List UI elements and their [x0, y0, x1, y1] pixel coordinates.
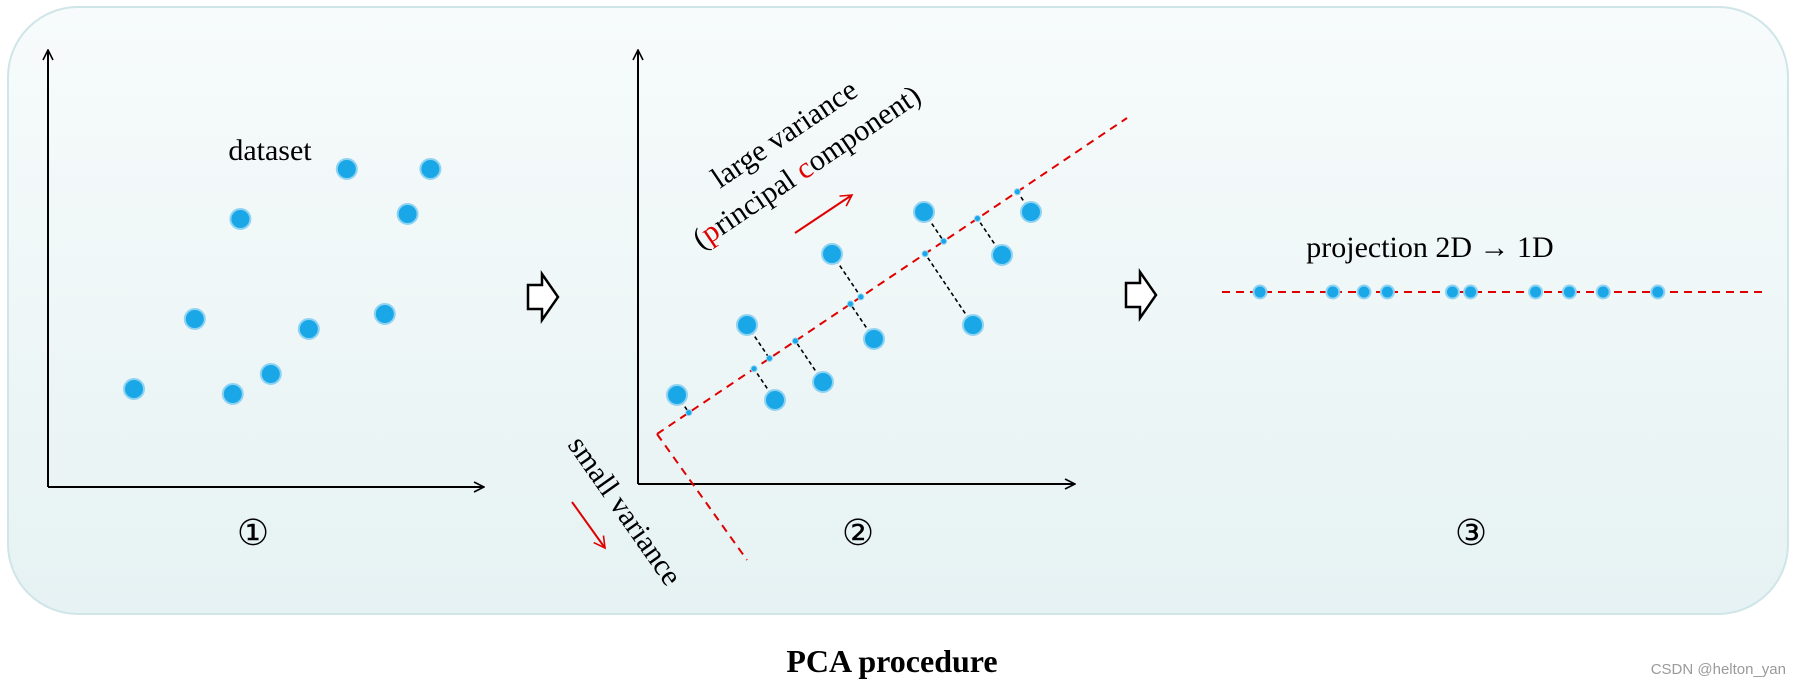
data-point [764, 389, 786, 411]
projected-point [857, 293, 865, 301]
figure-title: PCA procedure [786, 643, 997, 679]
projected-point [846, 300, 854, 308]
panel-3-label: projection 2D → 1D [1306, 231, 1553, 264]
data-point [229, 208, 252, 230]
data-point [991, 244, 1013, 266]
data-point [666, 384, 688, 406]
projected-point [940, 237, 948, 245]
projected-point [1252, 284, 1268, 300]
data-point [419, 158, 442, 180]
panel-1-step-number: ① [237, 513, 269, 553]
data-point [1020, 201, 1042, 223]
watermark: CSDN @helton_yan [1651, 661, 1786, 678]
projection-line [923, 211, 945, 242]
projected-point [1013, 188, 1021, 196]
data-point [913, 201, 935, 223]
data-point [297, 318, 320, 340]
projection-line [924, 253, 974, 326]
data-point [259, 363, 282, 385]
data-point [335, 158, 358, 180]
panel-2-points [666, 188, 1042, 417]
projected-point [1650, 284, 1666, 300]
large-variance-arrow-icon [794, 194, 854, 234]
panel-2-step-number: ② [842, 513, 874, 553]
data-point [221, 383, 244, 405]
data-point [812, 371, 834, 393]
projected-point [1325, 284, 1341, 300]
projected-point [1444, 284, 1460, 300]
principal-component-line [656, 117, 1128, 435]
projected-point [1595, 284, 1611, 300]
small-variance-arrow-icon [571, 501, 606, 550]
projected-point [685, 409, 693, 417]
panel-3-projection: projection 2D → 1D ③ [1222, 231, 1762, 553]
projected-point [1356, 284, 1372, 300]
projected-point [1463, 284, 1479, 300]
data-point [821, 243, 843, 265]
data-point [373, 303, 396, 325]
projection-line [753, 368, 776, 401]
projected-point [750, 365, 758, 373]
panel-1-label: dataset [228, 134, 312, 167]
data-point [863, 328, 885, 350]
panel-1-dataset: dataset ① [48, 50, 484, 553]
projected-point [973, 215, 981, 223]
projected-point [791, 337, 799, 345]
projected-point [921, 250, 929, 258]
data-point [962, 314, 984, 336]
projected-point [765, 354, 773, 362]
projected-point [1528, 284, 1544, 300]
data-point [736, 314, 758, 336]
panel-1-points [123, 158, 442, 405]
panel-3-points [1252, 284, 1666, 300]
data-point [123, 378, 145, 400]
data-point [183, 308, 206, 330]
minor-component-line [656, 433, 748, 561]
panel-3-step-number: ③ [1455, 513, 1487, 553]
diagram-panel [7, 6, 1789, 615]
data-point [396, 203, 419, 225]
projected-point [1561, 284, 1577, 300]
step-arrow-icon-1 [526, 270, 560, 324]
projected-point [1379, 284, 1395, 300]
step-arrow-icon-2 [1124, 268, 1158, 322]
